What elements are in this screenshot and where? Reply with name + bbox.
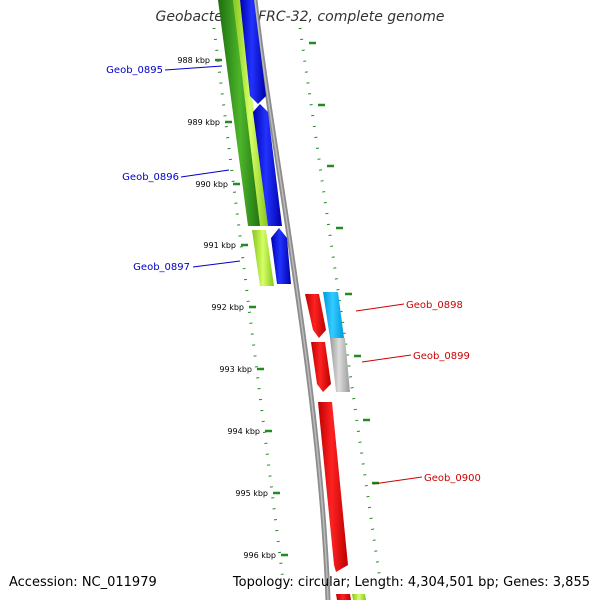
gene-leader-line <box>192 260 241 268</box>
tick-label: 996 kbp <box>243 551 276 560</box>
green-track-light <box>233 0 268 226</box>
tick-label: 989 kbp <box>187 118 220 127</box>
gene-leader-line <box>355 303 405 312</box>
gene-arrow-0898 <box>305 294 326 338</box>
gene-fragment-green <box>352 594 366 600</box>
gene-block-gray-0899 <box>330 338 350 392</box>
gene-label-geob-0896[interactable]: Geob_0896 <box>122 172 179 183</box>
tick-label: 994 kbp <box>227 427 260 436</box>
gene-arrow-0897 <box>271 228 291 284</box>
gene-leader-line <box>372 476 423 485</box>
tick-label: 988 kbp <box>177 56 210 65</box>
gene-bar-0900 <box>318 402 348 572</box>
tick-label: 995 kbp <box>235 489 268 498</box>
gene-block-green-0897 <box>252 230 274 286</box>
tick-label: 992 kbp <box>211 303 244 312</box>
tick-label: 991 kbp <box>203 241 236 250</box>
gene-block-cyan-0898 <box>323 292 344 338</box>
accession-text: Accession: NC_011979 <box>9 575 157 590</box>
gene-arrow-0899 <box>311 342 331 392</box>
tick-label: 993 kbp <box>219 365 252 374</box>
gene-arrow-0896 <box>253 104 282 226</box>
gene-label-geob-0897[interactable]: Geob_0897 <box>133 262 190 273</box>
gene-label-geob-0895[interactable]: Geob_0895 <box>106 65 163 76</box>
coordinate-ticks: 988 kbp 989 kbp 990 kbp 991 kbp 992 kbp 993 k… <box>177 41 379 560</box>
gene-label-geob-0898[interactable]: Geob_0898 <box>406 300 463 311</box>
gene-leader-line <box>180 169 230 178</box>
gene-leader-line <box>361 354 412 363</box>
gene-leader-line <box>164 65 223 71</box>
gene-fragment-red <box>336 594 351 600</box>
gene-label-geob-0899[interactable]: Geob_0899 <box>413 351 470 362</box>
gene-labels: Geob_0895 Geob_0896 Geob_0897 Geob_0898 Geob… <box>106 65 481 485</box>
tick-label: 990 kbp <box>195 180 228 189</box>
green-track-dark <box>218 0 262 226</box>
gene-arrow-0895 <box>240 0 266 104</box>
genome-summary-text: Topology: circular; Length: 4,304,501 bp… <box>232 575 590 590</box>
gene-label-geob-0900[interactable]: Geob_0900 <box>424 473 481 484</box>
